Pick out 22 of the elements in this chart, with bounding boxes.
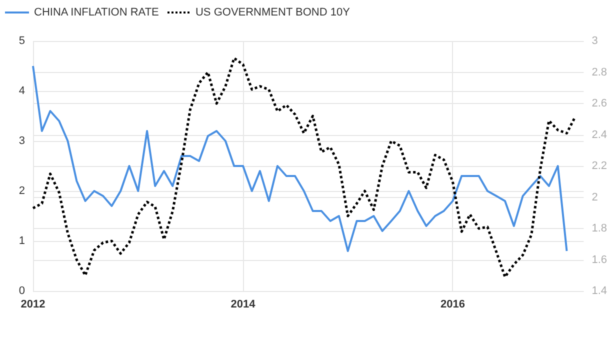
y-tick-label: 4 [18, 85, 25, 97]
y2-tick-label: 1.6 [592, 254, 608, 266]
y2-tick-label: 2.2 [592, 160, 608, 172]
y2-tick-label: 2.6 [592, 98, 608, 110]
x-tick-label: 2012 [20, 298, 46, 310]
x-tick-label: 2014 [230, 298, 256, 310]
y-tick-label: 3 [18, 135, 25, 147]
y2-tick-label: 2.8 [592, 66, 608, 78]
y-tick-label: 5 [18, 35, 25, 47]
legend-label: CHINA INFLATION RATE [34, 6, 159, 18]
y2-tick-label: 3 [592, 35, 598, 47]
y2-tick-label: 2.4 [592, 128, 608, 141]
y2-tick-label: 2 [592, 191, 598, 204]
y2-tick-label: 1.4 [592, 285, 608, 297]
y2-tick-label: 1.8 [592, 222, 608, 234]
y-tick-label: 1 [18, 235, 25, 247]
y-tick-label: 0 [18, 285, 25, 297]
y-tick-label: 2 [18, 185, 25, 197]
x-tick-label: 2016 [440, 298, 465, 310]
line-series [32, 56, 576, 278]
line-series [32, 65, 568, 252]
legend-label: US GOVERNMENT BOND 10Y [195, 6, 351, 18]
